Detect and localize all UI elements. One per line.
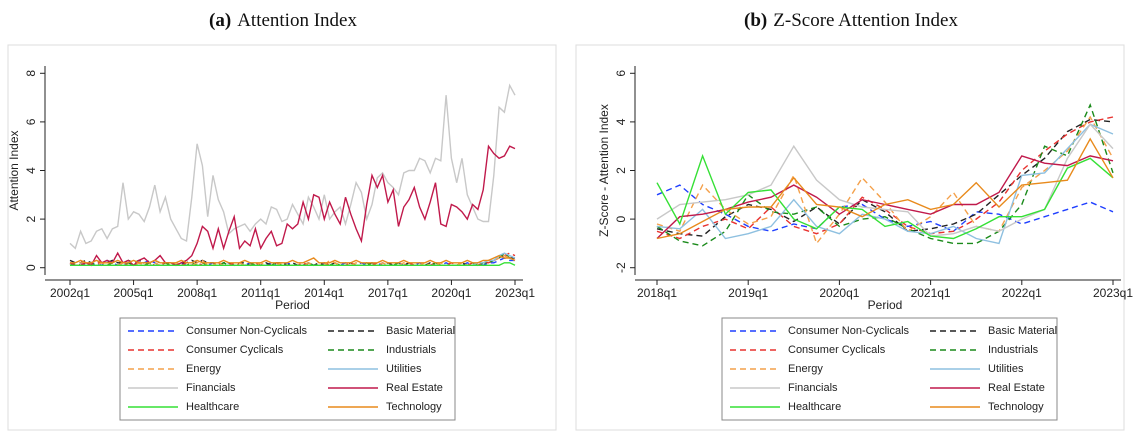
- y-tick-label: 0: [614, 215, 628, 222]
- legend-label: Industrials: [988, 344, 1039, 356]
- legend-label: Consumer Cyclicals: [788, 344, 886, 356]
- y-axis-title: Attention Index: [7, 130, 21, 210]
- x-tick-label: 2022q1: [1002, 286, 1042, 300]
- y-tick-label: 8: [24, 70, 38, 77]
- x-tick-label: 2018q1: [637, 286, 677, 300]
- legend-label: Utilities: [386, 363, 422, 375]
- legend-label: Healthcare: [186, 401, 239, 413]
- series-line: [656, 116, 1114, 240]
- panel-label: (b): [744, 10, 767, 31]
- y-tick-label: 4: [614, 118, 628, 125]
- series-line: [656, 123, 1114, 245]
- x-tick-label: 2005q1: [114, 286, 154, 300]
- y-tick-label: 6: [24, 118, 38, 125]
- y-tick-label: -2: [614, 262, 628, 273]
- series-line: [69, 144, 516, 267]
- x-tick-label: 2021q1: [911, 286, 951, 300]
- legend-box: [119, 317, 456, 421]
- x-tick-label: 2017q1: [368, 286, 408, 300]
- y-tick-label: 2: [24, 215, 38, 222]
- legend-label: Utilities: [988, 363, 1024, 375]
- y-axis-title: Z-Score - Attention Index: [597, 104, 611, 237]
- legend-label: Industrials: [386, 344, 437, 356]
- series-line: [70, 262, 516, 266]
- series-line: [656, 102, 1114, 247]
- panel-frame: [7, 44, 557, 431]
- legend-label: Energy: [788, 363, 823, 375]
- panel-title: (a) Attention Index: [209, 10, 357, 31]
- series-line: [70, 254, 516, 264]
- panel-title-text: Z-Score Attention Index: [773, 10, 958, 31]
- x-tick-label: 2011q1: [241, 286, 280, 300]
- x-axis-title: Period: [868, 298, 903, 312]
- legend-label: Financials: [788, 382, 838, 394]
- y-tick-label: 6: [614, 70, 628, 77]
- legend-label: Real Estate: [386, 382, 443, 394]
- y-tick-label: 4: [24, 167, 38, 174]
- x-axis-title: Period: [275, 298, 310, 312]
- x-tick-label: 2020q1: [819, 286, 859, 300]
- x-tick-label: 2023q1: [495, 286, 535, 300]
- y-tick-label: 0: [24, 264, 38, 271]
- series-line: [656, 153, 1114, 240]
- legend-label: Real Estate: [988, 382, 1045, 394]
- panel-title-text: Attention Index: [237, 10, 357, 31]
- panel-frame: [575, 44, 1125, 431]
- legend-label: Consumer Cyclicals: [186, 344, 284, 356]
- panel-title: (b) Z-Score Attention Index: [744, 10, 958, 31]
- x-tick-label: 2020q1: [431, 286, 471, 300]
- series-line: [656, 115, 1114, 245]
- x-tick-label: 2014q1: [304, 286, 344, 300]
- y-tick-label: 2: [614, 167, 628, 174]
- legend-label: Consumer Non-Cyclicals: [186, 325, 308, 337]
- legend-box: [721, 317, 1058, 421]
- legend-label: Energy: [186, 363, 221, 375]
- series-line: [656, 184, 1114, 233]
- series-line: [656, 137, 1114, 240]
- legend-label: Technology: [386, 401, 442, 413]
- legend-label: Basic Material: [386, 325, 455, 337]
- x-tick-label: 2023q1: [1093, 286, 1133, 300]
- legend-label: Technology: [988, 401, 1044, 413]
- series-line: [656, 123, 1114, 237]
- panel-label: (a): [209, 10, 231, 31]
- legend-label: Basic Material: [988, 325, 1057, 337]
- series-line: [69, 83, 516, 250]
- x-tick-label: 2008q1: [177, 286, 217, 300]
- legend-label: Consumer Non-Cyclicals: [788, 325, 910, 337]
- legend-label: Healthcare: [788, 401, 841, 413]
- legend-label: Financials: [186, 382, 236, 394]
- x-tick-label: 2002q1: [50, 286, 90, 300]
- x-tick-label: 2019q1: [728, 286, 768, 300]
